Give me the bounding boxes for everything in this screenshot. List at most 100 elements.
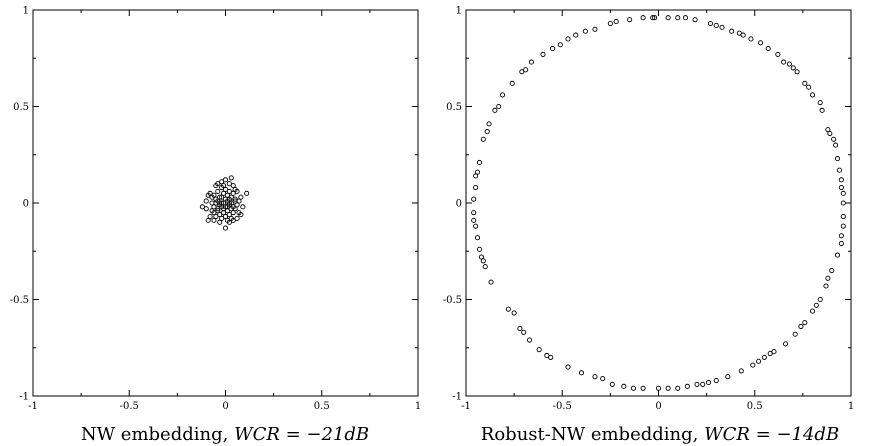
data-point xyxy=(684,383,690,389)
x-tick-label: 0 xyxy=(655,401,661,412)
data-point xyxy=(496,103,502,110)
data-point xyxy=(838,233,844,239)
data-point xyxy=(761,354,767,360)
data-point xyxy=(713,22,719,28)
data-point xyxy=(765,46,771,52)
data-point xyxy=(199,204,205,210)
data-point xyxy=(232,186,238,193)
data-point xyxy=(226,200,232,206)
data-point xyxy=(650,15,656,21)
data-point xyxy=(740,32,746,38)
data-point xyxy=(840,190,846,196)
data-point xyxy=(692,17,698,23)
data-point xyxy=(794,69,800,75)
data-point xyxy=(540,51,546,57)
data-point xyxy=(565,36,571,42)
data-point xyxy=(613,19,619,25)
data-point xyxy=(224,204,230,210)
data-point xyxy=(809,308,816,314)
data-point xyxy=(536,347,542,353)
data-point xyxy=(486,121,492,127)
data-point xyxy=(505,306,511,312)
data-point xyxy=(238,212,244,218)
y-tick-label: 0 xyxy=(23,199,29,210)
data-point xyxy=(222,186,229,193)
data-point xyxy=(806,84,812,90)
data-point xyxy=(783,341,789,347)
data-point xyxy=(203,198,209,204)
data-point xyxy=(222,225,229,231)
data-point xyxy=(607,20,613,27)
data-point xyxy=(827,130,833,137)
data-point xyxy=(775,51,781,57)
data-point xyxy=(230,210,236,216)
scatter-panel-left: -1 -0.5 0 0.5 1 -1 -0.5 0 0.5 1 xyxy=(10,6,421,413)
data-point xyxy=(238,194,244,200)
data-point xyxy=(655,385,662,391)
data-point xyxy=(798,323,804,330)
data-point xyxy=(523,67,529,73)
data-point xyxy=(719,24,725,30)
data-point xyxy=(474,169,481,175)
data-point xyxy=(592,374,598,380)
y-tick-label: -1 xyxy=(452,392,462,403)
data-point xyxy=(840,213,846,220)
data-point xyxy=(548,354,554,360)
data-point xyxy=(682,15,689,21)
caption-left: NW embedding, WCR = −21dB xyxy=(81,424,369,445)
data-point xyxy=(817,100,823,106)
data-point xyxy=(756,358,762,364)
data-point xyxy=(226,181,232,187)
data-point xyxy=(221,190,227,196)
data-point xyxy=(488,279,494,285)
data-point xyxy=(700,381,706,387)
data-point xyxy=(230,183,236,189)
data-point xyxy=(781,59,787,65)
x-tick-label: -1 xyxy=(461,401,471,412)
x-tick-label: 1 xyxy=(415,401,421,412)
data-point xyxy=(528,59,535,65)
data-point xyxy=(600,376,606,382)
data-point xyxy=(473,185,479,191)
data-point xyxy=(482,264,488,270)
y-tick-label: -0.5 xyxy=(443,295,462,306)
data-point xyxy=(478,254,484,260)
data-point xyxy=(211,217,217,223)
data-point xyxy=(476,246,483,252)
data-point xyxy=(234,202,240,208)
data-point xyxy=(582,28,588,34)
data-point xyxy=(215,181,221,187)
data-point xyxy=(550,46,556,52)
data-point xyxy=(840,200,846,206)
data-point xyxy=(221,206,227,212)
data-point xyxy=(219,200,225,206)
data-point xyxy=(757,40,764,46)
data-point xyxy=(838,177,844,183)
data-point xyxy=(473,223,479,229)
data-point xyxy=(829,267,835,274)
data-point xyxy=(471,210,477,216)
data-point xyxy=(621,383,627,389)
data-point xyxy=(471,217,477,223)
data-point xyxy=(215,206,221,212)
y-tick-label: 1 xyxy=(456,6,462,17)
data-point xyxy=(209,208,215,214)
data-point xyxy=(713,378,719,384)
data-point xyxy=(244,190,250,196)
data-point xyxy=(834,252,841,258)
data-point xyxy=(215,198,221,204)
data-point xyxy=(707,20,714,27)
data-point xyxy=(228,206,234,212)
data-point xyxy=(640,15,646,21)
data-point xyxy=(694,381,700,387)
data-point xyxy=(213,213,219,220)
data-point xyxy=(219,179,225,185)
data-point xyxy=(565,364,571,370)
data-point xyxy=(652,15,658,21)
x-tick-label: 0.5 xyxy=(747,401,763,412)
data-point xyxy=(209,194,215,200)
data-point xyxy=(240,204,246,210)
x-tick-label: 0 xyxy=(222,401,228,412)
y-tick-label: 0.5 xyxy=(446,102,462,113)
